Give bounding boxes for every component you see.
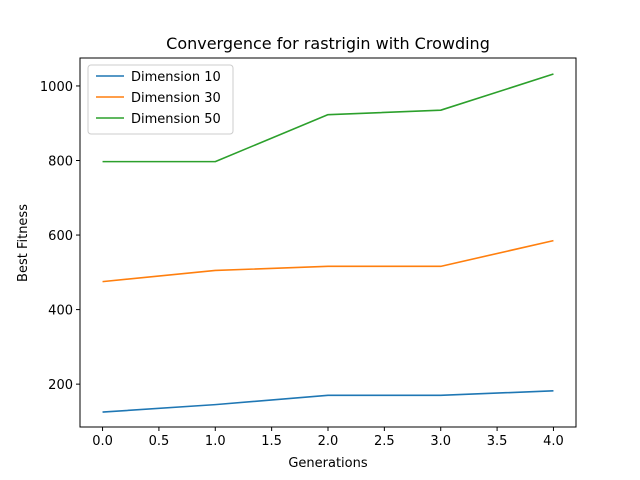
y-tick-label: 200 <box>48 378 73 393</box>
y-tick-label: 400 <box>48 304 73 319</box>
series-line-3 <box>102 73 554 163</box>
series-lines <box>102 73 554 413</box>
x-tick-label: 4.0 <box>543 434 564 449</box>
x-tick-label: 1.5 <box>261 434 282 449</box>
series-line-1 <box>102 390 554 413</box>
x-axis: 0.0 0.5 1.0 1.5 2.0 2.5 3.0 3.5 4.0 <box>92 427 564 449</box>
legend-label: Dimension 10 <box>131 70 221 85</box>
legend-label: Dimension 50 <box>131 112 221 127</box>
x-tick-label: 3.5 <box>487 434 508 449</box>
x-tick-label: 0.0 <box>92 434 113 449</box>
x-tick-label: 2.5 <box>374 434 395 449</box>
x-tick-label: 0.5 <box>149 434 170 449</box>
y-axis: 200 400 600 800 1000 <box>40 80 80 393</box>
x-tick-label: 3.0 <box>430 434 451 449</box>
x-axis-label: Generations <box>288 456 368 471</box>
x-tick-label: 1.0 <box>205 434 226 449</box>
series-line-2 <box>102 239 554 283</box>
legend-box <box>87 64 234 135</box>
y-tick-label: 1000 <box>40 80 73 95</box>
y-axis-label: Best Fitness <box>16 204 31 282</box>
legend: Dimension 10 Dimension 30 Dimension 50 <box>87 64 234 135</box>
y-tick-label: 800 <box>48 155 73 170</box>
x-tick-label: 2.0 <box>318 434 339 449</box>
chart-title: Convergence for rastrigin with Crowding <box>166 34 490 53</box>
legend-label: Dimension 30 <box>131 91 221 106</box>
y-tick-label: 600 <box>48 229 73 244</box>
